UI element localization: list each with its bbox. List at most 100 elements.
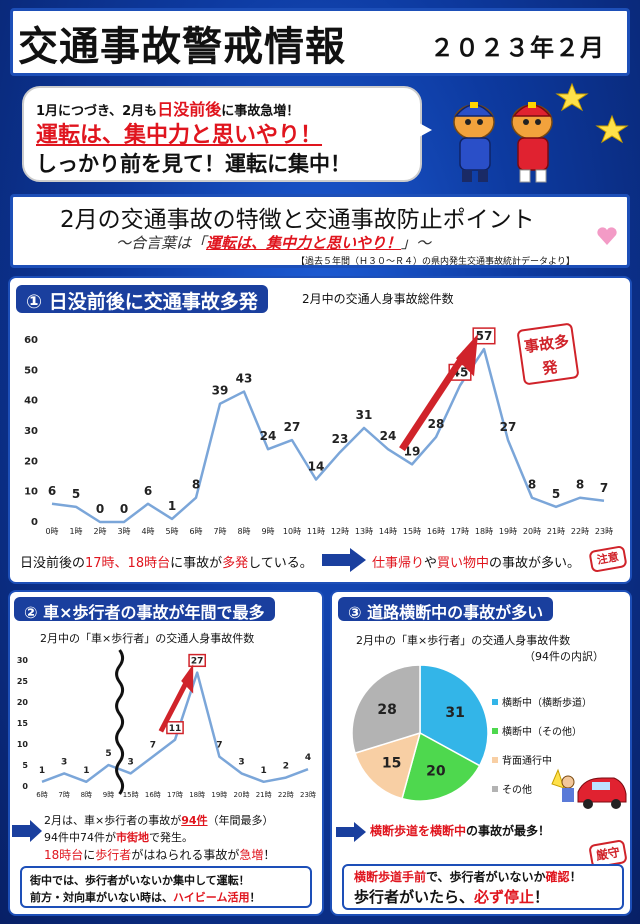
section-2-tip-box: [20, 866, 312, 908]
pie-slice-label: 15: [382, 755, 401, 771]
x-tick-label: 19時: [499, 527, 517, 536]
speech-bubble: [22, 86, 422, 182]
title-box: [10, 8, 630, 76]
series-line: [51, 347, 605, 524]
highlight-box: [166, 721, 184, 735]
y-tick-label: 10: [24, 487, 38, 498]
x-tick-label: 16時: [145, 791, 161, 799]
data-label: 2: [283, 762, 289, 772]
data-label: 5: [552, 487, 560, 501]
data-label: 27: [500, 420, 517, 434]
data-label: 7: [216, 741, 222, 751]
data-label: 3: [238, 757, 244, 767]
section-3-heading: ③ 道路横断中の事故が多い: [338, 597, 554, 622]
x-tick-label: 8時: [81, 791, 92, 799]
series-line: [41, 671, 309, 784]
arrow-right-icon: [12, 820, 42, 842]
chart-3-legend: 横断中（横断歩道） 横断中（その他） 背面通行中 その他: [492, 694, 592, 810]
accident-stamp: 事故多発: [516, 322, 580, 386]
legend-item: 背面通行中: [492, 752, 592, 767]
data-label: 5: [72, 487, 80, 501]
x-tick-label: 1時: [69, 527, 82, 536]
x-tick-label: 9時: [261, 527, 274, 536]
data-label: 3: [61, 757, 67, 767]
data-label: 1: [261, 766, 267, 776]
x-tick-label: 23時: [595, 527, 613, 536]
section-2-heading: ② 車×歩行者の事故が年間で最多: [14, 597, 275, 622]
section-3-tip-2: 歩行者がいたら、必ず停止！: [354, 888, 550, 906]
y-tick-label: 30: [24, 426, 38, 437]
section-1-finding: 日没前後の17時、18時台に事故が多発している。: [20, 556, 313, 571]
section-3-tip-box: [342, 864, 624, 910]
y-tick-label: 50: [24, 365, 38, 376]
bubble-slogan: 運転は、集中力と思いやり！: [36, 123, 323, 148]
data-label: 14: [308, 460, 325, 474]
section-3-finding: 横断歩道を横断中の事故が最多！: [370, 824, 551, 838]
data-label: 3: [128, 757, 134, 767]
y-tick-label: 0: [22, 782, 28, 791]
data-label: 24: [260, 429, 277, 443]
x-tick-label: 11時: [307, 527, 325, 536]
data-label: 23: [332, 432, 349, 446]
x-tick-label: 19時: [211, 791, 227, 799]
x-tick-label: 22時: [278, 791, 294, 799]
legend-label: その他: [502, 785, 532, 796]
data-label: 1: [168, 499, 176, 513]
rising-arrow-head: [456, 333, 478, 377]
data-label: 8: [192, 478, 200, 492]
y-tick-label: 20: [24, 456, 38, 467]
x-tick-label: 6時: [189, 527, 202, 536]
pie-slice-label: 31: [445, 705, 464, 721]
mascot-illustration: [453, 82, 629, 183]
x-tick-label: 10時: [283, 527, 301, 536]
legend-label: 横断中（その他）: [502, 727, 582, 738]
x-tick-label: 21時: [256, 791, 272, 799]
data-label: 27: [191, 657, 204, 667]
x-tick-label: 17時: [167, 791, 183, 799]
chart-2-title: 2月中の「車×歩行者」の交通人身事故件数: [40, 632, 255, 645]
slogan-line: ～合言葉は「運転は、集中力と思いやり！」～: [116, 234, 432, 252]
pie-slice: [354, 731, 422, 800]
x-tick-label: 20時: [234, 791, 250, 799]
data-label: 11: [169, 724, 182, 734]
y-tick-label: 15: [17, 719, 29, 728]
subheader-title: 2月の交通事故の特徴と交通事故防止ポイント: [60, 207, 535, 233]
x-tick-label: 16時: [427, 527, 445, 536]
x-tick-label: 20時: [523, 527, 541, 536]
bubble-line-1: 1月につづき、2月も日没前後に事故急増！: [36, 100, 300, 119]
section-1-cause: 仕事帰りや買い物中の事故が多い。: [372, 556, 581, 571]
data-label: 7: [150, 741, 156, 751]
data-label: 4: [305, 753, 311, 763]
car-crash-icon: [551, 768, 627, 809]
issue-date: ２０２３年２月: [430, 34, 605, 62]
data-label: 39: [212, 384, 229, 398]
data-label: 0: [120, 502, 128, 516]
data-label: 19: [404, 444, 421, 458]
data-label: 0: [96, 502, 104, 516]
x-tick-label: 8時: [237, 527, 250, 536]
section-1-panel: [8, 276, 632, 584]
star-icon: [555, 82, 589, 112]
x-tick-label: 7時: [58, 791, 69, 799]
axis-break: [115, 649, 125, 795]
legend-swatch: [492, 756, 498, 763]
chart-3-title: 2月中の「車×歩行者」の交通人身事故件数: [356, 634, 571, 647]
legend-item: その他: [492, 781, 592, 796]
chart-3-pie: 31 20 15 28: [351, 664, 489, 802]
legend-item: 横断中（その他）: [492, 723, 592, 738]
arrow-right-icon: [336, 822, 366, 842]
x-tick-label: 23時: [300, 791, 316, 799]
rising-arrow-head: [181, 664, 194, 694]
y-tick-label: 30: [17, 656, 29, 665]
pie-slice-label: 28: [377, 702, 396, 718]
x-tick-label: 0時: [45, 527, 58, 536]
y-tick-label: 20: [17, 698, 29, 707]
mascot-police-icon: [511, 102, 553, 183]
mascot-police-icon: [453, 102, 495, 182]
x-tick-label: 22時: [571, 527, 589, 536]
x-tick-label: 5時: [165, 527, 178, 536]
x-tick-label: 18時: [475, 527, 493, 536]
data-label: 27: [284, 420, 301, 434]
data-label: 43: [236, 372, 253, 386]
